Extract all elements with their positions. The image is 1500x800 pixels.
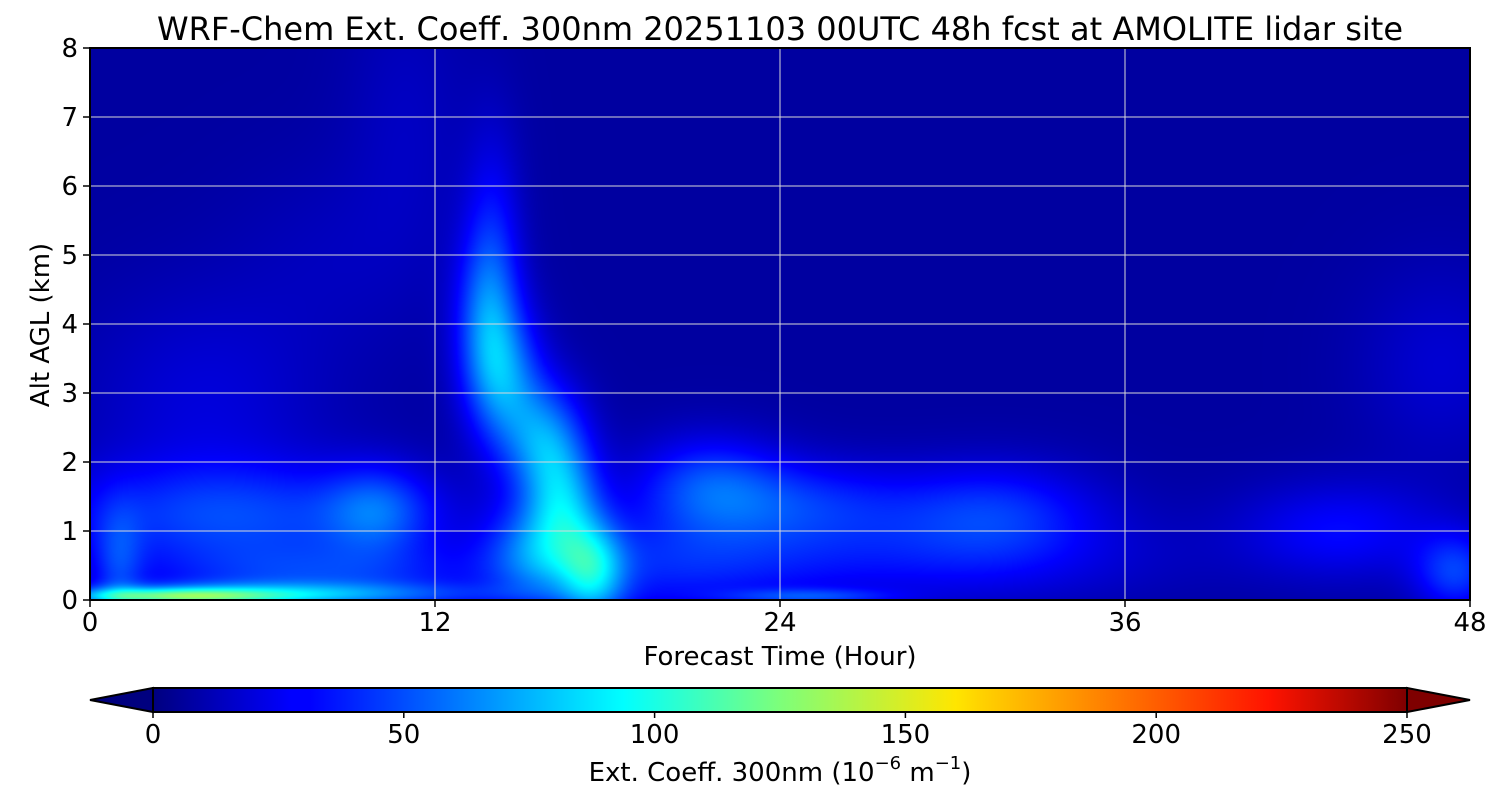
y-axis: 0 1 2 3 4 5 6 7 8 — [61, 34, 90, 616]
colorbar-label-exp2: −1 — [935, 753, 962, 774]
colorbar: 0 50 100 150 200 250 Ext. Coeff. 300nm (10−6 … — [89, 686, 1471, 788]
colorbar-ticks: 0 50 100 150 200 250 — [145, 712, 1432, 750]
colorbar-gradient — [152, 687, 1408, 713]
colorbar-tick-label: 250 — [1382, 720, 1432, 750]
colorbar-tick-label: 200 — [1131, 720, 1181, 750]
y-tick-label: 8 — [61, 34, 78, 64]
y-tick-label: 6 — [61, 172, 78, 202]
y-tick-label: 4 — [61, 310, 78, 340]
x-tick-label: 12 — [418, 608, 451, 638]
x-tick-label: 48 — [1453, 608, 1486, 638]
y-tick-label: 7 — [61, 103, 78, 133]
colorbar-label-end: ) — [961, 758, 971, 788]
colorbar-extend-high — [1406, 686, 1471, 714]
x-tick-label: 24 — [763, 608, 796, 638]
colorbar-tick-label: 50 — [387, 720, 420, 750]
colorbar-label-main: Ext. Coeff. 300nm (10 — [589, 758, 875, 788]
x-tick-label: 0 — [82, 608, 99, 638]
y-tick-label: 5 — [61, 241, 78, 271]
y-axis-label: Alt AGL (km) — [26, 243, 56, 407]
grid-lines — [90, 48, 1470, 600]
chart-title: WRF-Chem Ext. Coeff. 300nm 20251103 00UT… — [157, 10, 1403, 48]
y-tick-label: 2 — [61, 448, 78, 478]
x-axis-label: Forecast Time (Hour) — [643, 642, 916, 672]
x-axis: 0 12 24 36 48 — [82, 600, 1487, 638]
colorbar-tick-label: 0 — [145, 720, 162, 750]
y-tick-label: 3 — [61, 379, 78, 409]
x-tick-label: 36 — [1108, 608, 1141, 638]
colorbar-tick-label: 150 — [881, 720, 931, 750]
colorbar-label-mid: m — [901, 758, 935, 788]
y-tick-label: 1 — [61, 517, 78, 547]
colorbar-label-exp1: −6 — [875, 753, 902, 774]
y-tick-label: 0 — [61, 586, 78, 616]
colorbar-extend-low — [89, 686, 154, 714]
colorbar-tick-label: 100 — [630, 720, 680, 750]
colorbar-label: Ext. Coeff. 300nm (10−6 m−1) — [589, 753, 972, 788]
